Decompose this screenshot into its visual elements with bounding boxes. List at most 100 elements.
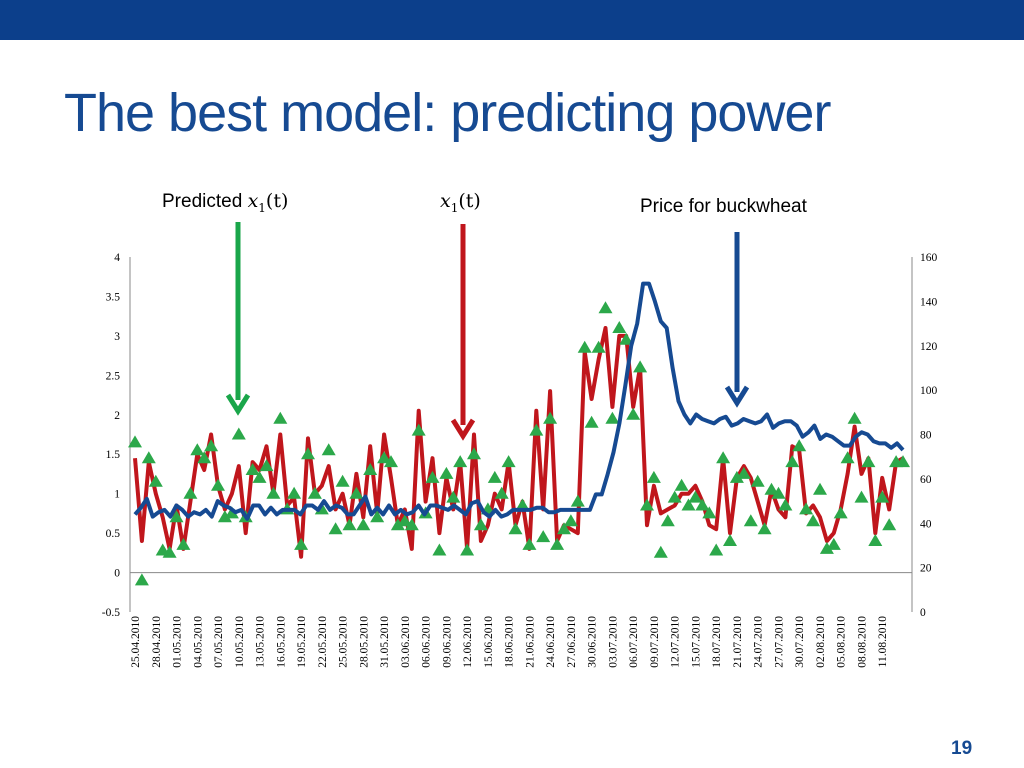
- top-bar: [0, 0, 1024, 40]
- series-predicted-marker: [266, 486, 281, 499]
- series-predicted-marker: [425, 470, 440, 483]
- series-predicted-marker: [813, 482, 827, 495]
- series-predicted-marker: [411, 423, 426, 436]
- series-predicted-marker: [861, 455, 876, 468]
- left-tick-label: 4: [114, 252, 120, 264]
- x-tick-label: 01.05.2010: [172, 616, 184, 668]
- series-predicted-marker: [162, 545, 177, 558]
- series-predicted-marker: [543, 411, 558, 424]
- x-tick-label: 13.05.2010: [255, 616, 267, 668]
- series-predicted-marker: [729, 470, 744, 483]
- x-tick-label: 24.07.2010: [753, 616, 765, 668]
- series-predicted-marker: [591, 340, 606, 353]
- right-tick-label: 140: [920, 296, 938, 308]
- series-predicted-marker: [750, 474, 765, 487]
- x-tick-label: 03.06.2010: [400, 616, 412, 668]
- series-predicted-marker: [681, 498, 696, 511]
- series-predicted-marker: [439, 466, 454, 479]
- series-predicted-marker: [646, 470, 661, 483]
- series-predicted-marker: [204, 439, 219, 452]
- series-predicted-marker: [550, 537, 565, 550]
- series-predicted-marker: [536, 530, 551, 543]
- series-predicted-marker: [529, 423, 544, 436]
- left-tick-label: 2.5: [106, 370, 121, 382]
- series-predicted-marker: [819, 541, 834, 554]
- series-group: [128, 281, 910, 586]
- x-tick-label: 25.04.2010: [130, 616, 142, 668]
- series-predicted-marker: [176, 537, 191, 550]
- series-predicted-marker: [467, 447, 481, 460]
- x-tick-label: 02.08.2010: [815, 616, 827, 668]
- series-predicted-marker: [612, 321, 627, 333]
- series-predicted-marker: [584, 415, 599, 428]
- series-predicted-marker: [660, 514, 675, 527]
- series-predicted-marker: [363, 463, 378, 475]
- left-tick-label: 0.5: [106, 528, 121, 540]
- series-predicted-marker: [757, 522, 772, 535]
- series-predicted-marker: [723, 534, 737, 546]
- series-predicted-marker: [432, 543, 447, 556]
- predicted-label: Predicted x1(t): [162, 190, 288, 215]
- series-predicted-marker: [273, 411, 288, 424]
- x-tick-label: 08.08.2010: [856, 616, 868, 668]
- series-predicted-marker: [169, 510, 184, 523]
- series-predicted-marker: [764, 482, 779, 495]
- x-tick-label: 16.05.2010: [275, 616, 287, 668]
- series-predicted-marker: [799, 502, 814, 515]
- series-predicted-marker: [709, 543, 724, 556]
- series-predicted-marker: [736, 466, 751, 479]
- x-tick-label: 11.08.2010: [877, 616, 889, 668]
- series-actual: [133, 326, 904, 559]
- series-predicted-marker: [134, 573, 149, 586]
- series-predicted-marker: [785, 455, 800, 468]
- x-tick-label: 25.05.2010: [338, 616, 350, 668]
- right-axis-ticks: 160 140 120 100 80 60 40 20 0: [920, 252, 938, 619]
- x-tick-label: 19.05.2010: [296, 616, 308, 668]
- series-predicted-marker: [370, 510, 385, 523]
- series-predicted-marker: [404, 518, 419, 531]
- x-tick-label: 05.08.2010: [836, 616, 848, 668]
- x-tick-label: 22.05.2010: [317, 616, 329, 668]
- series-predicted-marker: [695, 498, 710, 511]
- series-predicted-marker: [806, 514, 821, 527]
- left-tick-label: 1: [114, 489, 120, 501]
- left-tick-label: 3.5: [106, 291, 121, 303]
- series-predicted-marker: [674, 478, 689, 491]
- series-predicted-marker: [446, 490, 461, 503]
- series-predicted-marker: [377, 451, 392, 464]
- series-predicted-marker: [778, 498, 793, 511]
- actual-variable: x1(t): [440, 190, 481, 215]
- series-predicted-marker: [896, 455, 910, 468]
- x-tick-label: 12.07.2010: [670, 616, 682, 668]
- series-predicted-marker: [847, 411, 862, 424]
- series-predicted-marker: [217, 510, 232, 523]
- actual-arrow-head: [450, 418, 476, 441]
- x-tick-label: 09.06.2010: [441, 616, 453, 668]
- series-actual-line: [133, 326, 904, 559]
- series-predicted-marker: [743, 514, 758, 527]
- predicted-arrow-head: [225, 393, 251, 416]
- x-tick-label: 04.05.2010: [192, 616, 204, 668]
- predicted-variable: x1(t): [247, 190, 289, 215]
- x-tick-label: 21.06.2010: [524, 616, 536, 668]
- series-predicted-marker: [688, 490, 703, 503]
- series-predicted-marker: [508, 522, 523, 535]
- series-predicted-marker: [501, 455, 516, 468]
- left-tick-label: 1.5: [106, 449, 121, 461]
- slide-title: The best model: predicting power: [64, 83, 831, 143]
- x-axis-ticks: 25.04.2010 28.04.2010 01.05.2010 04.05.2010…: [130, 616, 889, 668]
- right-tick-label: 160: [920, 252, 938, 264]
- series-predicted-marker: [287, 486, 302, 499]
- left-tick-label: 0: [114, 568, 120, 580]
- series-predicted-marker: [577, 340, 592, 353]
- left-axis-ticks: 4 3.5 3 2.5 2 1.5 1 0.5 0 -0.5: [102, 252, 120, 619]
- series-predicted-marker: [882, 518, 897, 531]
- right-tick-label: 40: [920, 518, 932, 530]
- series-predicted-marker: [792, 439, 807, 452]
- series-predicted-marker: [868, 534, 883, 546]
- series-predicted-marker: [605, 411, 620, 424]
- series-predicted-marker: [522, 537, 537, 550]
- series-predicted-marker: [460, 543, 475, 556]
- series-predicted-marker: [453, 455, 468, 468]
- left-tick-label: 2: [114, 410, 120, 422]
